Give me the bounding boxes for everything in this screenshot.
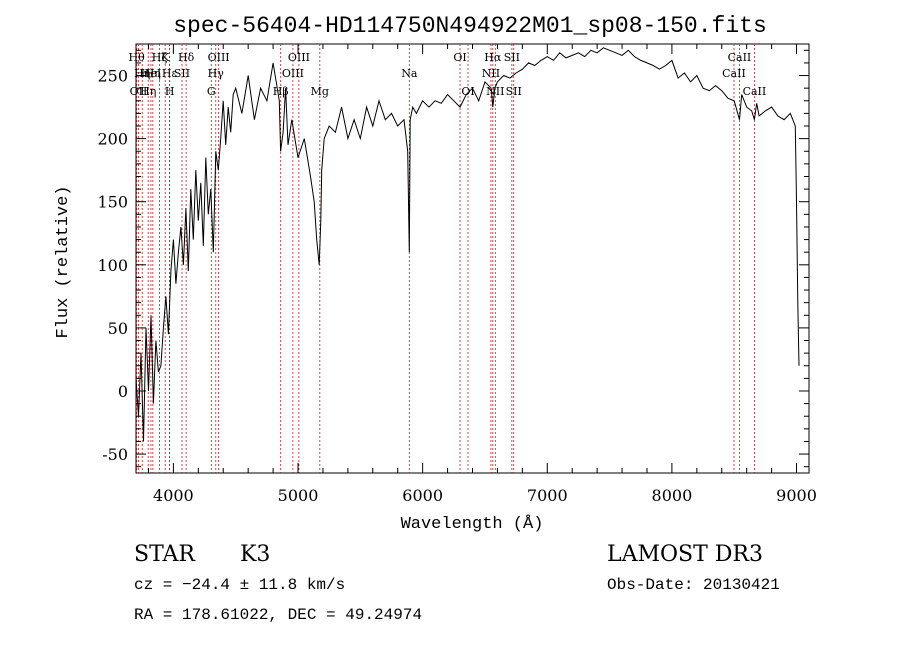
y-tick-label: 250 (97, 67, 128, 86)
spectral-line-label: SII (174, 67, 190, 80)
spectral-line-label: CaII (743, 85, 767, 98)
spectral-line-label: SII (506, 85, 522, 98)
spectral-line-label: OIII (288, 51, 310, 64)
x-tick-label: 7000 (527, 486, 568, 505)
spectral-line-label: OIII (208, 51, 230, 64)
spectral-line-label: Hδ (178, 51, 195, 64)
object-subclass: K3 (240, 542, 270, 567)
spectral-line-label: Hβ (273, 85, 289, 98)
spectral-line-markers (136, 44, 755, 473)
y-tick-label: 0 (118, 382, 128, 401)
spectral-line-label: NII (482, 67, 500, 80)
spectral-line-label: Hη (134, 67, 150, 80)
x-tick-label: 8000 (652, 486, 693, 505)
spectral-line-label: H (165, 85, 175, 98)
spectral-line-label: CaII (722, 67, 746, 80)
spectral-line-label: Hη (145, 67, 161, 80)
x-tick-label: 6000 (402, 486, 443, 505)
x-tick-label: 4000 (153, 486, 194, 505)
spectral-line-label: Hη (140, 85, 156, 98)
y-tick-label: 50 (108, 319, 128, 338)
y-tick-label: -50 (102, 445, 128, 464)
plot-frame (135, 43, 810, 474)
y-tick-label: 100 (97, 256, 128, 275)
survey-name: LAMOST DR3 (607, 542, 763, 567)
spectral-line-label: SII (504, 51, 520, 64)
spectral-line-label: Hθ (129, 51, 146, 64)
spectral-line-label: Mg (311, 85, 329, 98)
y-tick-label: 150 (97, 193, 128, 212)
spectral-line-label: G (207, 85, 216, 98)
observation-date: Obs-Date: 20130421 (607, 576, 780, 594)
spectral-line-label: Na (401, 67, 418, 80)
spectral-line-label: K (161, 51, 170, 64)
spectral-line-label: Hα (484, 51, 502, 64)
spectral-line-label: HeI (141, 67, 161, 80)
object-class: STAR (134, 542, 196, 567)
spectral-line-label: Hζ (152, 51, 168, 64)
chart-title: spec-56404-HD114750N494922M01_sp08-150.f… (173, 13, 767, 39)
spectral-line-label: OII (130, 85, 148, 98)
spectral-line-label: OI (461, 85, 474, 98)
spectral-line-labels: HθOIIHηHηHeIHηHζKHεHSIIHδGHγOIIIHβOIIIOI… (129, 51, 767, 98)
x-tick-label: 9000 (776, 486, 817, 505)
y-axis-ticks: -50 0 50 100 150 200 250 (97, 49, 809, 468)
coordinates: RA = 178.61022, DEC = 49.24974 (134, 606, 422, 624)
spectrum-line (135, 47, 800, 442)
spectral-line-label: Hε (162, 67, 178, 80)
spectral-line-label: CaII (728, 51, 752, 64)
x-tick-label: 5000 (278, 486, 319, 505)
spectral-line-label: OIII (282, 67, 304, 80)
spectral-line-label: OI (453, 51, 466, 64)
x-axis-ticks: 4000 5000 6000 7000 8000 9000 (147, 44, 817, 505)
redshift-velocity: cz = −24.4 ± 11.8 km/s (134, 576, 345, 594)
x-axis-label: Wavelength (Å) (401, 515, 544, 534)
y-tick-label: 200 (97, 130, 128, 149)
spectral-line-label: Hγ (208, 67, 225, 80)
y-axis-label: Flux (relative) (54, 185, 73, 338)
